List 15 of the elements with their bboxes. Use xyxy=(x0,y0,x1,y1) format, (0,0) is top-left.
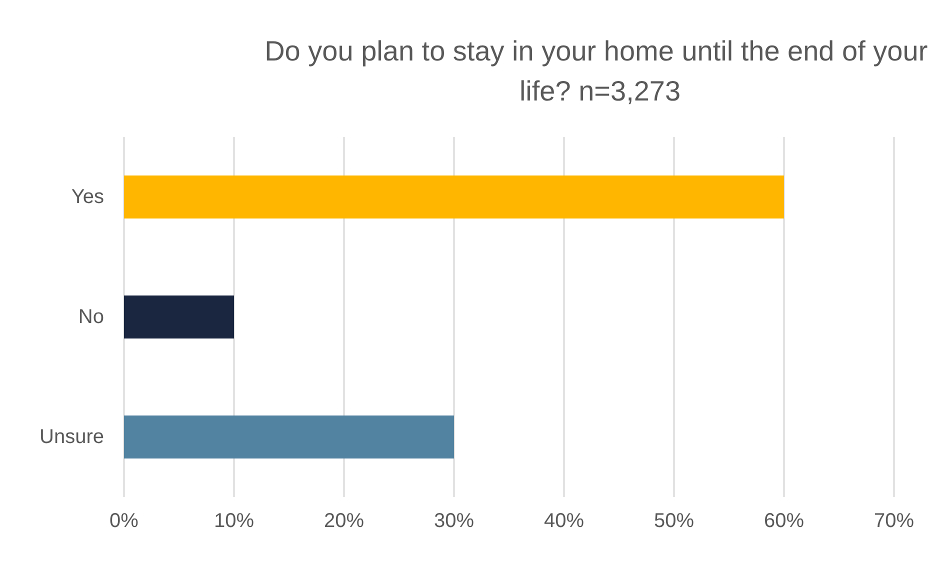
x-tick-label: 20% xyxy=(324,510,364,532)
y-tick-label: No xyxy=(78,306,104,328)
y-tick-label: Unsure xyxy=(40,426,104,448)
x-tick-label: 10% xyxy=(214,510,254,532)
bar xyxy=(124,296,234,338)
x-tick-label: 60% xyxy=(764,510,804,532)
x-tick-label: 0% xyxy=(110,510,139,532)
chart-title: Do you plan to stay in your home until the end of your life? n=3,273 xyxy=(264,36,936,106)
x-tick-label: 50% xyxy=(654,510,694,532)
x-tick-label: 40% xyxy=(544,510,584,532)
y-tick-label: Yes xyxy=(71,186,104,208)
bar xyxy=(124,416,454,458)
x-tick-label: 70% xyxy=(874,510,914,532)
bar xyxy=(124,176,784,218)
x-tick-label: 30% xyxy=(434,510,474,532)
